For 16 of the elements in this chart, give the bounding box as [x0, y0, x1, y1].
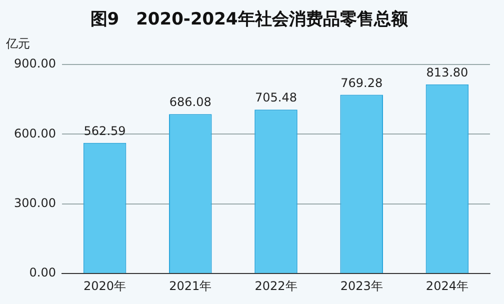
data-label: 769.28 — [340, 76, 383, 90]
y-tick-label: 0.00 — [29, 266, 56, 280]
data-label: 813.80 — [426, 66, 468, 80]
y-tick-label: 600.00 — [14, 126, 56, 140]
x-tick-label: 2024年 — [426, 278, 468, 293]
y-axis-title: 亿元 — [5, 36, 30, 51]
y-tick-label: 900.00 — [14, 56, 56, 71]
data-label: 686.08 — [169, 95, 212, 110]
data-label: 562.59 — [84, 124, 126, 138]
data-label: 705.48 — [254, 90, 297, 105]
x-tick-label: 2023年 — [340, 278, 383, 293]
x-tick-label: 2022年 — [254, 278, 298, 293]
x-tick-label: 2020年 — [84, 278, 126, 293]
x-tick-label: 2021年 — [169, 278, 212, 293]
chart-title: 图9 2020-2024年社会消费品零售总额 — [90, 10, 409, 30]
y-tick-label: 300.00 — [14, 196, 56, 210]
